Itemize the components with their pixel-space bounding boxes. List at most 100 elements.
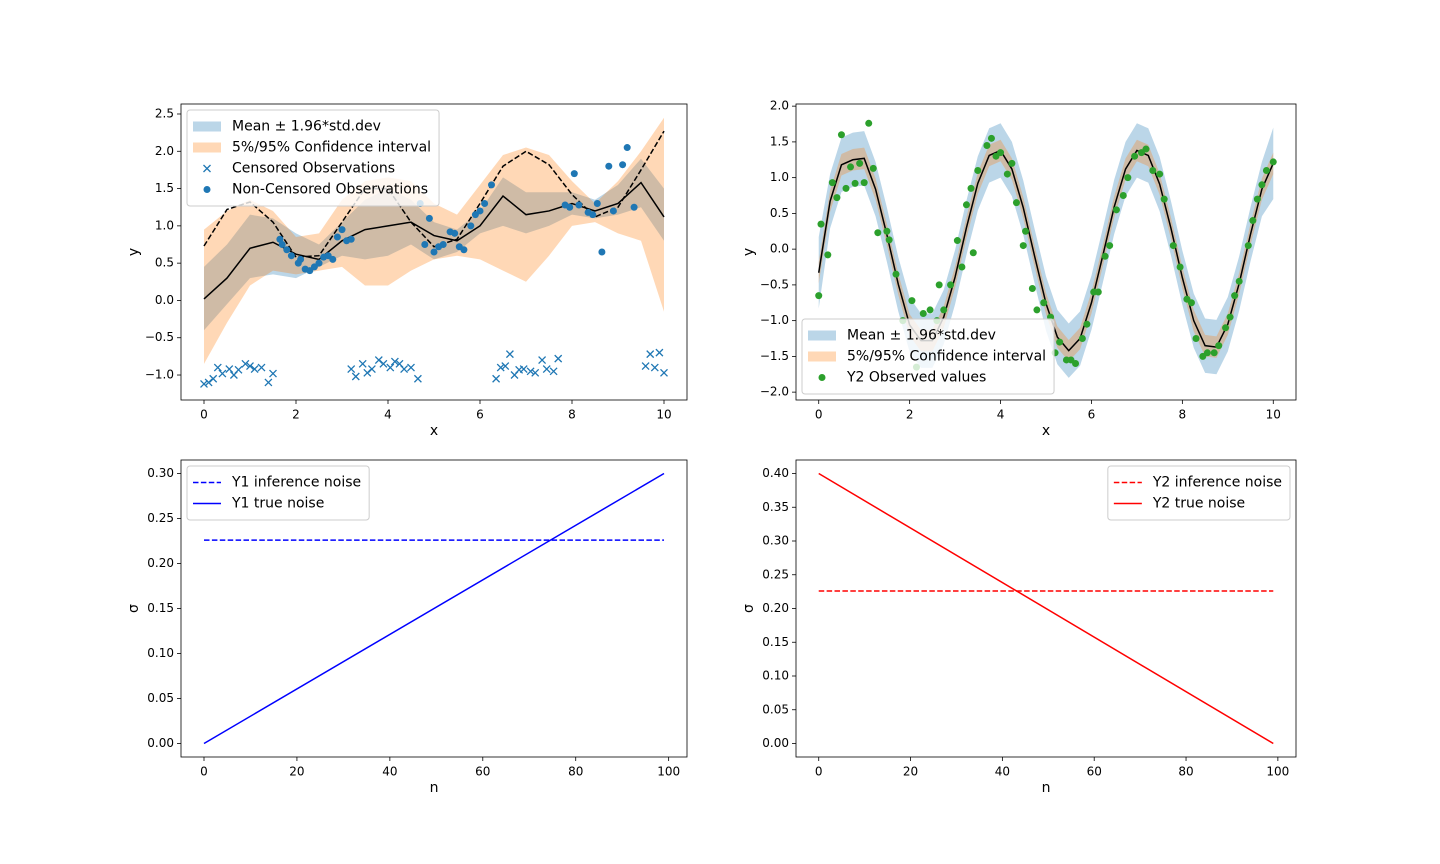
marker-x <box>554 354 563 363</box>
marker-x <box>655 348 664 357</box>
marker-dot <box>315 259 323 267</box>
x-tick-label: 40 <box>995 765 1010 779</box>
y-tick-label: 0.25 <box>147 511 174 525</box>
y-tick-label: 0.5 <box>155 256 174 270</box>
marker-x <box>542 365 551 374</box>
marker-dot <box>817 220 825 228</box>
marker-dot <box>926 306 934 314</box>
marker-dot <box>958 263 966 271</box>
legend-label: Y2 true noise <box>1152 496 1245 512</box>
marker-dot <box>885 236 893 244</box>
marker-dot <box>1112 206 1120 214</box>
panel: 0 2 4 6 8 10 −1.0 −0.5 0.0 0.5 1.0 1.5 2.0 2.5 x y Mean … <box>126 103 688 439</box>
y-tick-label: 0.0 <box>155 293 174 307</box>
marker-dot <box>1203 349 1211 357</box>
marker-dot <box>1269 158 1277 166</box>
marker-dot <box>1244 242 1252 250</box>
legend-label: Non-Censored Observations <box>232 182 428 198</box>
x-tick-label: 100 <box>1266 765 1289 779</box>
marker-dot <box>1210 349 1218 357</box>
marker-dot <box>824 251 832 259</box>
line <box>203 472 665 745</box>
marker-x <box>496 363 505 372</box>
marker-dot <box>869 164 877 172</box>
y-tick-label: −0.5 <box>760 277 789 291</box>
marker-dot <box>623 144 631 152</box>
marker-x <box>492 374 501 383</box>
marker-x <box>505 350 514 359</box>
marker-dot <box>828 179 836 187</box>
marker-dot <box>818 374 826 381</box>
marker-x <box>386 363 395 372</box>
x-tick-label: 0 <box>200 408 208 422</box>
marker-dot <box>940 306 948 314</box>
marker-x <box>367 365 376 374</box>
marker-dot <box>892 270 900 278</box>
legend-box <box>1107 465 1291 521</box>
marker-dot <box>1253 195 1261 203</box>
y-tick-label: −1.0 <box>145 368 174 382</box>
x-tick-label: 2 <box>906 408 914 422</box>
line <box>818 472 1274 745</box>
marker-x <box>660 368 668 377</box>
marker-dot <box>297 255 305 263</box>
marker-dot <box>847 163 855 171</box>
marker-dot <box>997 149 1005 157</box>
marker-dot <box>1119 192 1127 200</box>
marker-dot <box>833 194 841 202</box>
marker-x <box>407 363 415 372</box>
marker-dot <box>1149 166 1157 174</box>
marker-dot <box>481 199 489 207</box>
x-axis-label: n <box>1042 780 1051 796</box>
panel: 0 2 4 6 8 10 −2.0 −1.5 −1.0 −0.5 0.0 0.5 1.0 1.5 2.0 x y… <box>741 99 1297 439</box>
y-tick-label: 0.05 <box>762 702 789 716</box>
legend-patch <box>808 330 836 341</box>
y-axis-label: σ <box>741 604 757 613</box>
marker-dot <box>430 248 438 256</box>
x-tick-label: 60 <box>1087 765 1102 779</box>
marker-x <box>519 365 528 374</box>
legend-label: Mean ± 1.96*std.dev <box>232 119 381 135</box>
marker-dot <box>1101 252 1109 260</box>
marker-dot <box>1008 159 1016 167</box>
marker-dot <box>919 309 927 317</box>
confidence-band <box>204 158 664 331</box>
marker-dot <box>287 252 295 260</box>
marker-dot <box>837 131 845 139</box>
y-tick-label: 2.0 <box>770 99 789 113</box>
marker-dot <box>619 161 627 169</box>
marker-x <box>531 368 540 377</box>
legend-patch <box>193 121 221 132</box>
marker-dot <box>278 241 286 249</box>
marker-dot <box>476 207 484 215</box>
legend-label: Y2 Observed values <box>846 370 986 386</box>
x-tick-label: 0 <box>815 408 823 422</box>
marker-dot <box>1124 174 1132 182</box>
legend: Y1 inference noise Y1 true noise <box>186 465 370 521</box>
legend-patch <box>808 351 836 362</box>
marker-dot <box>874 229 882 237</box>
marker-dot <box>947 281 955 289</box>
marker-dot <box>1094 288 1102 296</box>
marker-x <box>400 365 409 374</box>
marker-dot <box>1022 227 1030 235</box>
marker-dot <box>347 235 355 243</box>
marker-dot <box>1215 342 1223 350</box>
y-tick-label: 0.00 <box>762 736 789 750</box>
marker-x <box>209 374 218 383</box>
legend-label: Y2 inference noise <box>1152 475 1282 491</box>
marker-dot <box>1156 170 1164 178</box>
marker-dot <box>962 201 970 209</box>
marker-dot <box>1169 242 1177 250</box>
panel: 0 20 40 60 80 100 0.00 0.05 0.10 0.15 0.20 0.25 0.30… <box>741 459 1297 796</box>
marker-x <box>390 357 399 366</box>
x-tick-label: 40 <box>382 765 397 779</box>
marker-x <box>241 359 250 368</box>
legend-box <box>801 318 1055 395</box>
marker-dot <box>1176 263 1184 271</box>
y-tick-label: 0.35 <box>762 500 789 514</box>
marker-dot <box>203 186 211 193</box>
legend: Mean ± 1.96*std.dev 5%/95% Confidence int… <box>801 318 1055 395</box>
marker-dot <box>883 227 891 235</box>
marker-dot <box>329 255 337 263</box>
